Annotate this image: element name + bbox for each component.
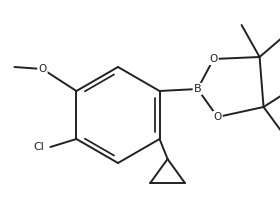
Text: O: O xyxy=(38,64,46,74)
Text: O: O xyxy=(209,54,218,64)
Text: Cl: Cl xyxy=(33,142,44,152)
Text: B: B xyxy=(194,84,201,94)
Text: O: O xyxy=(213,112,222,122)
